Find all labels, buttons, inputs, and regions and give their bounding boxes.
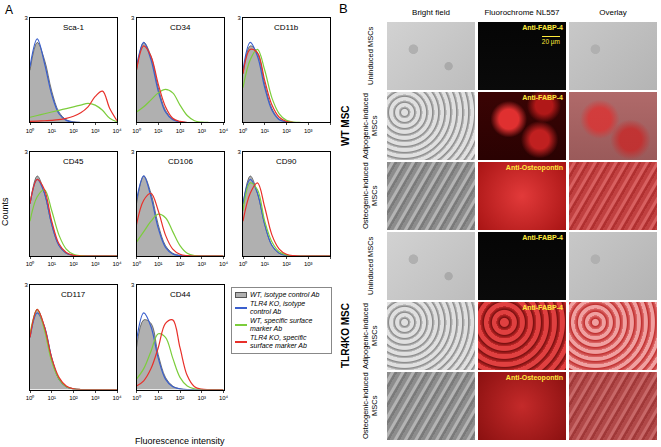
svg-text:10³: 10³ (91, 395, 100, 401)
svg-text:10¹: 10¹ (154, 395, 163, 401)
html-text:Bright field: Bright field (412, 8, 450, 17)
svg-text:10²: 10² (176, 395, 185, 401)
svg-text:10²: 10² (282, 128, 291, 134)
svg-text:10¹: 10¹ (47, 395, 56, 401)
svg-text:3: 3 (237, 15, 241, 21)
svg-text:3: 3 (24, 282, 28, 288)
svg-text:10²: 10² (69, 261, 78, 267)
html-text:Fluorochrome NL557: Fluorochrome NL557 (484, 8, 560, 17)
svg-text:10⁴: 10⁴ (112, 261, 122, 267)
html-text:Anti-Osteopontin: Anti-Osteopontin (505, 164, 563, 171)
svg-text:A: A (5, 3, 13, 17)
svg-text:10⁴: 10⁴ (112, 128, 122, 134)
html-text:TLR4 KO, isotype control Ab: TLR4 KO, isotype control Ab (250, 300, 306, 315)
svg-text:10²: 10² (69, 395, 78, 401)
svg-text:CD106: CD106 (168, 157, 193, 166)
svg-text:CD34: CD34 (170, 23, 191, 32)
html-text:B: B (339, 1, 348, 16)
svg-text:10¹: 10¹ (260, 128, 269, 134)
html-text:Adipogenic-induced MSCs: Adipogenic-induced MSCs (361, 303, 379, 369)
html-text:Osteogenic-induced MSCs: Osteogenic-induced MSCs (361, 372, 379, 440)
svg-text:10²: 10² (69, 128, 78, 134)
html-text:Uninduced MSCs: Uninduced MSCs (365, 236, 375, 296)
svg-text:10³: 10³ (91, 261, 100, 267)
svg-text:3: 3 (131, 282, 135, 288)
svg-text:10⁰: 10⁰ (26, 394, 35, 401)
svg-text:10³: 10³ (197, 395, 206, 401)
svg-text:10¹: 10¹ (154, 261, 163, 267)
svg-text:10²: 10² (282, 261, 291, 267)
html-text:Adipogenic-induced MSCs: Adipogenic-induced MSCs (361, 93, 379, 159)
html-text:WT, isotype control Ab: WT, isotype control Ab (250, 291, 320, 298)
svg-text:10⁴: 10⁴ (112, 395, 122, 401)
svg-text:CD45: CD45 (63, 157, 84, 166)
svg-text:3: 3 (24, 149, 28, 155)
svg-text:10³: 10³ (197, 128, 206, 134)
svg-text:10⁴: 10⁴ (219, 261, 229, 267)
html-text:Uninduced MSCs: Uninduced MSCs (365, 26, 375, 86)
html-text:TLR4 KO, specific surface mark: TLR4 KO, specific surface marker Ab (250, 334, 307, 349)
svg-text:10⁰: 10⁰ (26, 127, 35, 134)
html-text:Anti-FABP-4: Anti-FABP-4 (522, 94, 563, 101)
html-text:Anti-Osteopontin: Anti-Osteopontin (505, 374, 563, 381)
svg-text:CD117: CD117 (61, 290, 86, 299)
svg-text:10⁴: 10⁴ (219, 395, 229, 401)
svg-text:3: 3 (131, 15, 135, 21)
svg-text:10⁰: 10⁰ (239, 127, 248, 134)
svg-text:Fluorescence intensity: Fluorescence intensity (135, 436, 225, 446)
svg-text:10¹: 10¹ (47, 261, 56, 267)
html-text:TLR4KO MSC: TLR4KO MSC (339, 303, 351, 369)
svg-text:10²: 10² (176, 128, 185, 134)
svg-text:3: 3 (131, 149, 135, 155)
svg-text:3: 3 (24, 15, 28, 21)
svg-text:Sca-1: Sca-1 (63, 23, 84, 32)
svg-text:10⁰: 10⁰ (132, 260, 141, 267)
svg-text:10⁰: 10⁰ (239, 260, 248, 267)
svg-text:10¹: 10¹ (154, 128, 163, 134)
svg-text:10⁰: 10⁰ (132, 127, 141, 134)
svg-text:10⁰: 10⁰ (132, 394, 141, 401)
html-text:Anti-FABP-4: Anti-FABP-4 (522, 234, 563, 241)
svg-text:10⁴: 10⁴ (219, 128, 229, 134)
html-text:20 µm: 20 µm (541, 38, 560, 45)
svg-text:CD44: CD44 (170, 290, 191, 299)
svg-text:CD11b: CD11b (274, 23, 299, 32)
svg-text:CD90: CD90 (276, 157, 297, 166)
html-text:WT, specific surface marker Ab: WT, specific surface marker Ab (250, 317, 313, 332)
html-text:WT MSC: WT MSC (339, 105, 351, 147)
svg-text:10³: 10³ (304, 261, 313, 267)
svg-text:Counts: Counts (0, 197, 10, 226)
html-text:Anti-FABP-4: Anti-FABP-4 (522, 304, 563, 311)
html-text:Overlay: Overlay (599, 8, 627, 17)
svg-text:10¹: 10¹ (47, 128, 56, 134)
svg-text:10²: 10² (176, 261, 185, 267)
html-text:Osteogenic-induced MSCs: Osteogenic-induced MSCs (361, 162, 379, 230)
svg-text:10³: 10³ (91, 128, 100, 134)
svg-text:3: 3 (237, 149, 241, 155)
svg-text:10³: 10³ (197, 261, 206, 267)
svg-text:10⁰: 10⁰ (26, 260, 35, 267)
svg-text:10¹: 10¹ (260, 261, 269, 267)
svg-text:10³: 10³ (304, 128, 313, 134)
html-text:Anti-FABP-4: Anti-FABP-4 (522, 24, 563, 31)
